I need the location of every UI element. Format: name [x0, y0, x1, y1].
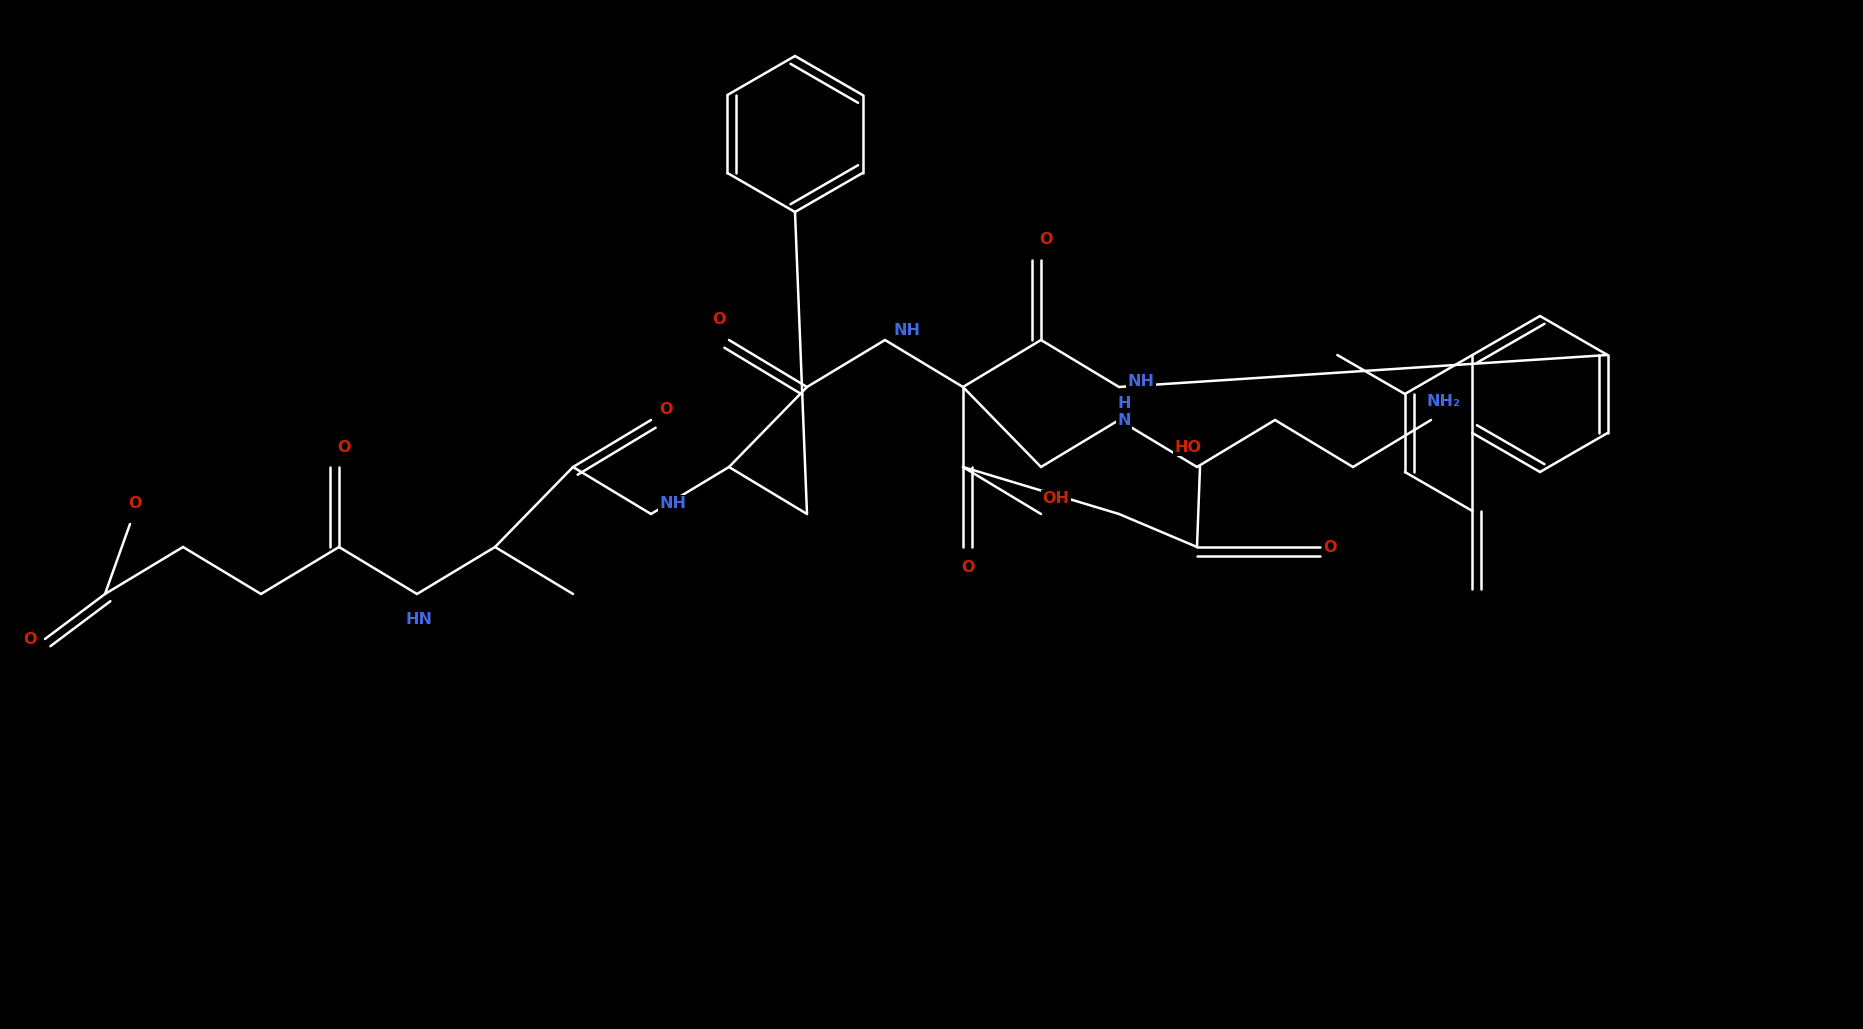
Text: O: O — [337, 439, 350, 455]
Text: O: O — [22, 632, 37, 646]
Text: NH: NH — [660, 497, 686, 511]
Text: NH₂: NH₂ — [1425, 394, 1461, 410]
Text: H
N: H N — [1118, 396, 1131, 428]
Text: HO: HO — [1174, 439, 1202, 455]
Text: NH: NH — [1127, 375, 1155, 390]
Text: NH: NH — [894, 322, 920, 338]
Text: O: O — [129, 497, 142, 511]
Text: OH: OH — [1043, 492, 1069, 506]
Text: O: O — [660, 402, 673, 418]
Text: HN: HN — [406, 611, 432, 627]
Text: O: O — [1323, 539, 1338, 555]
Text: O: O — [1040, 233, 1053, 248]
Text: O: O — [712, 313, 727, 327]
Text: O: O — [961, 560, 974, 574]
